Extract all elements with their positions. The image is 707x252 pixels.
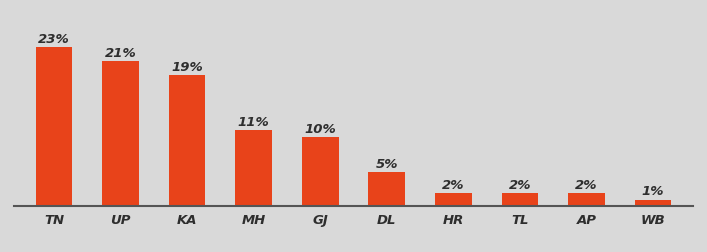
Text: 11%: 11% (238, 116, 269, 129)
Text: 5%: 5% (375, 157, 398, 170)
Bar (302, 138, 339, 207)
Bar (36, 48, 72, 207)
Text: 2%: 2% (442, 178, 464, 191)
Text: 21%: 21% (105, 47, 136, 59)
Text: 19%: 19% (171, 60, 203, 73)
Text: 23%: 23% (38, 33, 70, 46)
Bar (501, 193, 538, 207)
Bar (635, 200, 671, 207)
Bar (235, 131, 272, 207)
Text: 1%: 1% (642, 185, 664, 198)
Bar (368, 172, 405, 207)
Text: 2%: 2% (575, 178, 597, 191)
Bar (169, 75, 206, 207)
Text: 10%: 10% (304, 122, 336, 136)
Bar (568, 193, 604, 207)
Bar (435, 193, 472, 207)
Bar (103, 61, 139, 207)
Text: 2%: 2% (508, 178, 531, 191)
